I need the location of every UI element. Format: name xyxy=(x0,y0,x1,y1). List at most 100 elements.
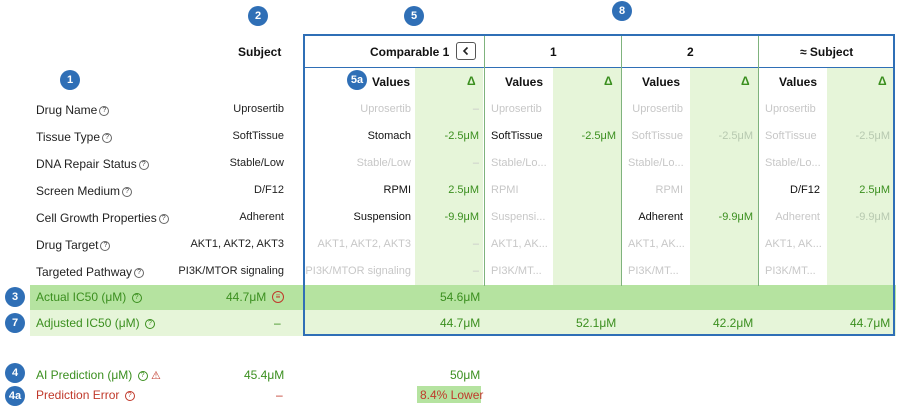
chevron-left-icon xyxy=(462,46,469,56)
adjusted-ic50-col3: 44.7μM xyxy=(850,316,891,330)
comparable-delta-subheader: Δ xyxy=(467,74,476,88)
col2-value: Adherent xyxy=(638,211,683,223)
comparable-header: Comparable 1 xyxy=(370,45,450,59)
collapse-button[interactable] xyxy=(456,42,476,60)
help-icon[interactable]: ? xyxy=(131,292,142,303)
comparable-value: Stomach xyxy=(367,130,411,142)
comparable-delta: – xyxy=(472,157,479,169)
col2-value: AKT1, AK... xyxy=(628,238,685,250)
col3-delta-subheader: Δ xyxy=(878,74,887,88)
comparable-values-subheader: Values xyxy=(372,75,411,89)
col2-value: RPMI xyxy=(655,184,684,196)
col2-values-subheader: Values xyxy=(642,75,681,89)
col3-value: Uprosertib xyxy=(765,103,816,115)
col2-value: Uprosertib xyxy=(632,103,683,115)
prediction-error-subject: – xyxy=(276,388,283,402)
col3-delta-band xyxy=(827,68,895,286)
col3-value: D/F12 xyxy=(790,184,820,196)
header-divider xyxy=(303,67,895,68)
col3-value: SoftTissue xyxy=(765,130,817,142)
col1-value: Uprosertib xyxy=(491,103,542,115)
ai-prediction-label: AI Prediction (μM) ? ⚠ xyxy=(36,368,161,382)
help-icon[interactable]: ? xyxy=(99,105,110,116)
comparable-value: AKT1, AKT2, AKT3 xyxy=(317,238,411,250)
col3-delta: -2.5μM xyxy=(855,130,890,142)
badge-5: 5 xyxy=(404,6,424,26)
col2-delta-band xyxy=(690,68,758,286)
adjusted-ic50-comparable: 44.7μM xyxy=(440,316,481,330)
warning-circle-icon[interactable]: ≡ xyxy=(272,291,284,303)
adjusted-ic50-col2: 42.2μM xyxy=(713,316,754,330)
col3-value: PI3K/MT... xyxy=(765,265,816,277)
help-icon[interactable]: ? xyxy=(102,132,113,143)
actual-ic50-subject: 44.7μM xyxy=(226,290,267,304)
col3-delta: 2.5μM xyxy=(859,184,890,196)
badge-2: 2 xyxy=(248,6,268,26)
comparable-delta: -2.5μM xyxy=(444,130,479,142)
row-label: Screen Medium? xyxy=(36,184,133,198)
col2-delta-subheader: Δ xyxy=(741,74,750,88)
row-label: Drug Target? xyxy=(36,238,111,252)
badge-4a: 4a xyxy=(5,386,25,406)
badge-1: 1 xyxy=(60,70,80,90)
comparable-value: Suspension xyxy=(353,211,412,223)
adjusted-ic50-subject: – xyxy=(274,316,281,330)
col1-value: AKT1, AK... xyxy=(491,238,548,250)
col1-delta: -2.5μM xyxy=(581,130,616,142)
col1-value: Suspensi... xyxy=(491,211,546,223)
col1-value: PI3K/MT... xyxy=(491,265,542,277)
row-label: DNA Repair Status? xyxy=(36,157,149,171)
actual-ic50-label: Actual IC50 (μM) ? xyxy=(36,290,142,304)
comparable-delta: – xyxy=(472,238,479,250)
comparable-delta: – xyxy=(472,265,479,277)
help-icon[interactable]: ? xyxy=(138,159,149,170)
col2-value: SoftTissue xyxy=(631,130,683,142)
help-icon[interactable]: ? xyxy=(124,390,135,401)
prediction-error-highlight xyxy=(417,386,481,403)
prediction-error-comparable: 8.4% Lower xyxy=(420,388,484,402)
row-label: Tissue Type? xyxy=(36,130,113,144)
ai-prediction-comparable: 50μM xyxy=(450,368,481,382)
adjusted-ic50-row xyxy=(30,310,896,336)
help-icon[interactable]: ? xyxy=(122,186,133,197)
prediction-error-label: Prediction Error ? xyxy=(36,388,135,402)
col1-value: Stable/Lo... xyxy=(491,157,547,169)
help-icon[interactable]: ? xyxy=(100,240,111,251)
comparable-value: Uprosertib xyxy=(360,103,411,115)
col3-values-subheader: Values xyxy=(779,75,818,89)
col-divider-2 xyxy=(621,34,622,286)
row-label: Targeted Pathway? xyxy=(36,265,145,279)
subject-value: Adherent xyxy=(239,211,284,223)
help-icon[interactable]: ? xyxy=(137,370,148,381)
subject-value: SoftTissue xyxy=(232,130,284,142)
col1-delta-subheader: Δ xyxy=(604,74,613,88)
comparable-delta: – xyxy=(472,103,479,115)
col3-header: ≈ Subject xyxy=(800,45,854,59)
badge-8: 8 xyxy=(612,1,632,21)
help-icon[interactable]: ? xyxy=(144,318,155,329)
badge-5a: 5a xyxy=(347,70,367,90)
warning-icon: ⚠ xyxy=(150,370,161,382)
badge-7: 7 xyxy=(5,313,25,333)
badge-3: 3 xyxy=(5,287,25,307)
subject-header: Subject xyxy=(238,45,282,59)
col2-delta: -2.5μM xyxy=(718,130,753,142)
help-icon[interactable]: ? xyxy=(134,267,145,278)
col2-header: 2 xyxy=(687,45,694,59)
actual-ic50-comparable: 54.6μM xyxy=(440,290,481,304)
col1-values-subheader: Values xyxy=(505,75,544,89)
col1-value: RPMI xyxy=(491,184,519,196)
comparable-delta: -9.9μM xyxy=(444,211,479,223)
subject-value: D/F12 xyxy=(254,184,284,196)
col2-value: PI3K/MT... xyxy=(628,265,679,277)
subject-value: AKT1, AKT2, AKT3 xyxy=(190,238,284,250)
comparable-delta: 2.5μM xyxy=(448,184,479,196)
col-divider-1 xyxy=(484,34,485,286)
subject-value: Uprosertib xyxy=(233,103,284,115)
row-label: Drug Name? xyxy=(36,103,110,117)
col1-delta-band xyxy=(553,68,621,286)
col2-value: Stable/Lo... xyxy=(628,157,684,169)
col3-delta: -9.9μM xyxy=(855,211,890,223)
badge-4: 4 xyxy=(5,363,25,383)
help-icon[interactable]: ? xyxy=(158,213,169,224)
